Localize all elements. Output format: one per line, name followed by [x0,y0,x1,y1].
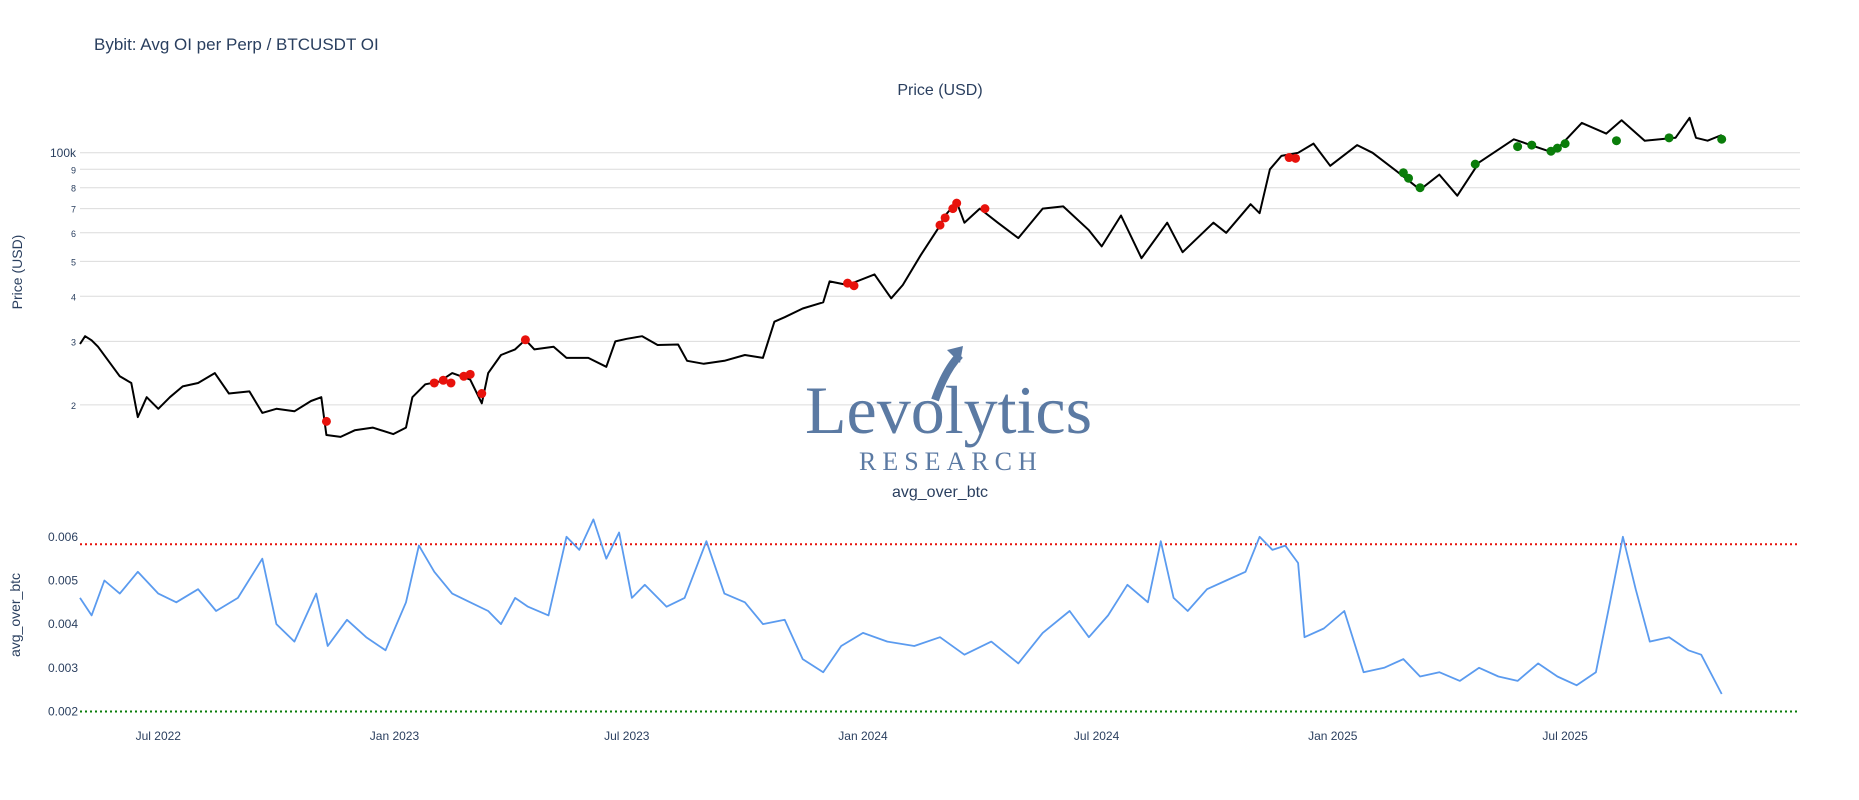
signal-marker [849,281,859,291]
y-tick-label: 100k [50,146,77,160]
signal-marker [1611,136,1621,146]
chart-title: Bybit: Avg OI per Perp / BTCUSDT OI [94,35,379,54]
signal-marker [1560,139,1570,149]
x-tick-label: Jul 2025 [1542,729,1588,743]
top-panel-ylabel: Price (USD) [9,235,25,310]
signal-marker [321,416,331,426]
signal-marker [520,335,530,345]
x-tick-label: Jul 2024 [1074,729,1120,743]
top-panel-series [79,116,1723,438]
bottom-panel-ylabel: avg_over_btc [7,573,23,657]
y-tick-label: 0.003 [48,661,78,675]
signal-marker [980,204,990,214]
signal-marker [1552,143,1562,153]
signal-marker [935,220,945,230]
signal-marker [1291,153,1301,163]
y-tick-label: 9 [71,165,76,175]
y-tick-label: 0.002 [48,704,78,718]
y-tick-label: 8 [71,184,76,194]
top-panel-markers [321,133,1727,426]
signal-marker [1513,142,1523,152]
signal-marker [1527,140,1537,150]
svg-text:RESEARCH: RESEARCH [859,447,1043,476]
x-tick-label: Jan 2023 [370,729,420,743]
bottom-panel-x-ticks: Jul 2022 Jan 2023 Jul 2023 Jan 2024 Jul 2024… [136,729,1589,743]
bottom-panel-thresholds [80,543,1800,713]
x-tick-label: Jan 2025 [1308,729,1358,743]
signal-marker [940,213,950,223]
y-tick-label: 0.005 [48,573,78,587]
signal-marker [1415,183,1425,193]
signal-marker [465,369,475,379]
top-panel-y-ticks: 2 3 4 5 6 7 8 9 100k [50,146,77,411]
signal-marker [1664,133,1674,143]
x-tick-label: Jul 2023 [604,729,650,743]
levolytics-logo: Levolytics RESEARCH [805,346,1092,476]
x-tick-label: Jul 2022 [136,729,182,743]
signal-marker [952,198,962,208]
y-tick-label: 2 [71,401,76,411]
y-tick-label: 7 [71,205,76,215]
signal-marker [429,378,439,388]
y-tick-label: 5 [71,257,76,267]
bottom-panel-series [79,518,1723,695]
y-tick-label: 0.006 [48,530,78,544]
svg-text:Levolytics: Levolytics [805,372,1092,448]
bottom-panel-y-ticks: 0.002 0.003 0.004 0.005 0.006 [48,530,78,719]
signal-marker [1717,134,1727,144]
y-tick-label: 0.004 [48,617,78,631]
y-tick-label: 3 [71,337,76,347]
top-panel-grid [80,152,1800,406]
price-line [79,116,1723,438]
avg-over-btc-line [79,518,1723,695]
signal-marker [1470,159,1480,169]
bottom-panel-subtitle: avg_over_btc [892,484,988,501]
signal-marker [1404,173,1414,183]
x-tick-label: Jan 2024 [838,729,888,743]
signal-marker [477,389,487,399]
signal-marker [446,378,456,388]
y-tick-label: 6 [71,229,76,239]
signal-marker [438,375,448,385]
y-tick-label: 4 [71,292,76,302]
top-panel-subtitle: Price (USD) [897,82,982,99]
